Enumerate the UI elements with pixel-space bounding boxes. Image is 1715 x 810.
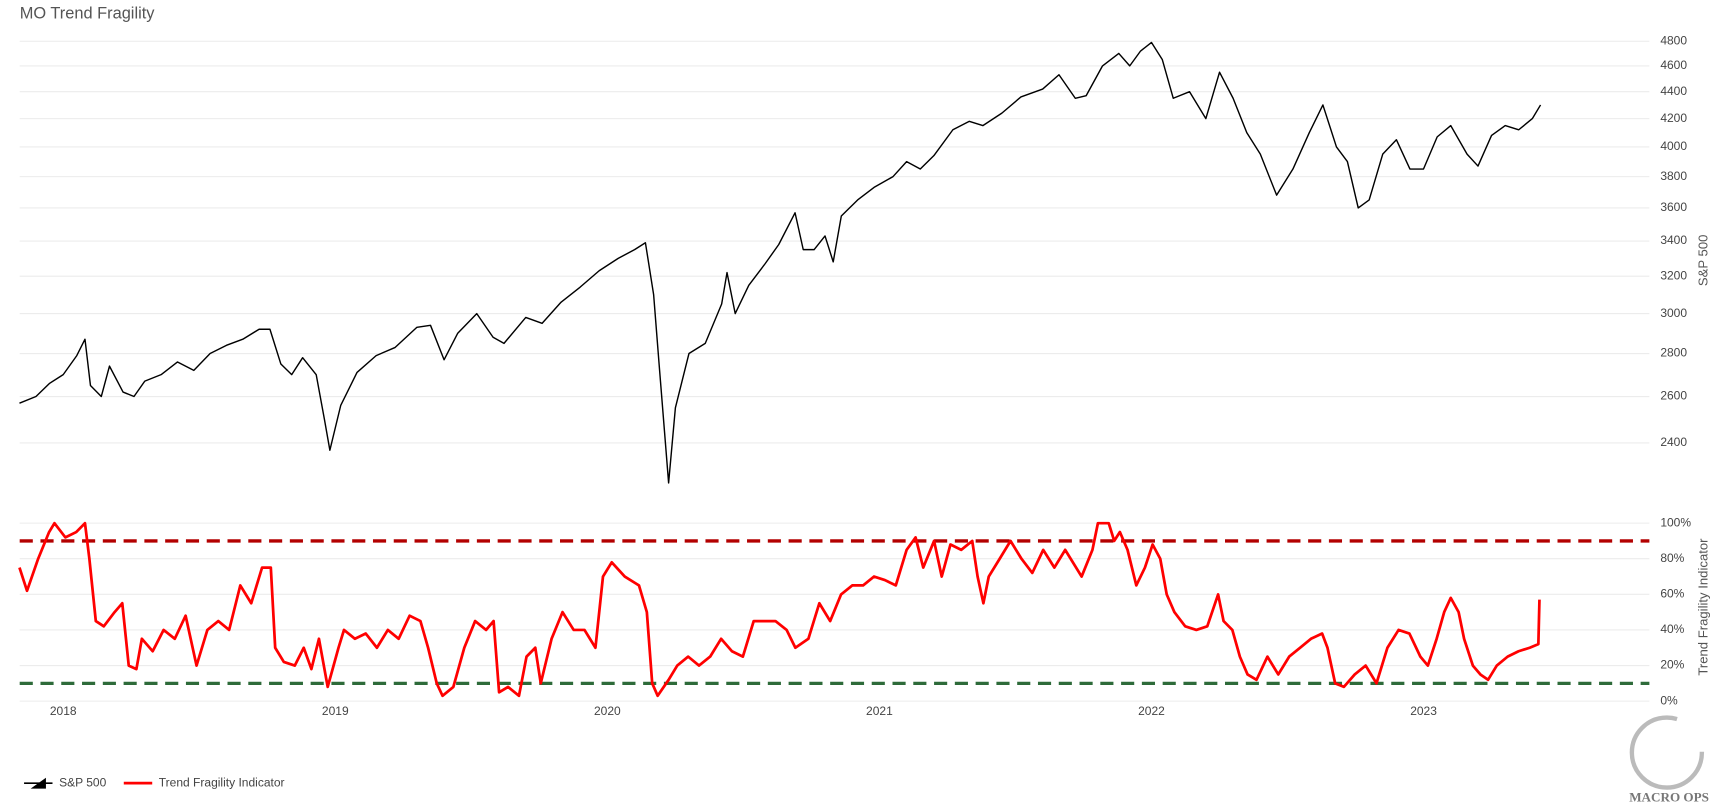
y-tick-label: 2600 [1660, 389, 1687, 403]
y-tick-label: 3400 [1660, 233, 1687, 247]
y-tick-label: 3200 [1660, 268, 1687, 282]
chart-title: MO Trend Fragility [20, 5, 156, 23]
y-axis-title: S&P 500 [1696, 235, 1711, 287]
x-tick-label: 2018 [50, 704, 77, 718]
y-tick-label: 80% [1660, 551, 1684, 565]
legend: S&P 500 Trend Fragility Indicator [24, 775, 285, 789]
x-tick-label: 2023 [1410, 704, 1437, 718]
x-tick-label: 2019 [322, 704, 349, 718]
x-tick-label: 2020 [594, 704, 621, 718]
y-tick-label: 100% [1660, 515, 1691, 529]
y-tick-label: 20% [1660, 658, 1684, 672]
y-tick-label: 2800 [1660, 346, 1687, 360]
watermark: MACRO OPS [1629, 789, 1709, 804]
y-tick-label: 4600 [1660, 58, 1687, 72]
logo-ring [1629, 715, 1705, 790]
legend-label: S&P 500 [59, 775, 107, 789]
legend-symbol [30, 777, 46, 789]
y-tick-label: 2400 [1660, 435, 1687, 449]
y-tick-label: 4200 [1660, 111, 1687, 125]
y-tick-label: 3600 [1660, 200, 1687, 214]
series-line [19, 41, 1542, 484]
series-line [18, 521, 1541, 698]
x-tick-label: 2022 [1138, 704, 1165, 718]
y-tick-label: 3000 [1660, 306, 1687, 320]
y-tick-label: 4400 [1660, 84, 1687, 98]
y-tick-label: 0% [1660, 693, 1678, 707]
x-tick-label: 2021 [866, 704, 893, 718]
y-tick-label: 3800 [1660, 169, 1687, 183]
y-tick-label: 40% [1660, 622, 1684, 636]
y-tick-label: 4000 [1660, 139, 1687, 153]
watermark-logo: MACRO OPS [1629, 715, 1709, 804]
legend-label: Trend Fragility Indicator [159, 775, 285, 789]
y-tick-label: 4800 [1660, 33, 1687, 47]
y-axis-title: Trend Fragility Indicator [1696, 538, 1711, 676]
y-tick-label: 60% [1660, 587, 1684, 601]
